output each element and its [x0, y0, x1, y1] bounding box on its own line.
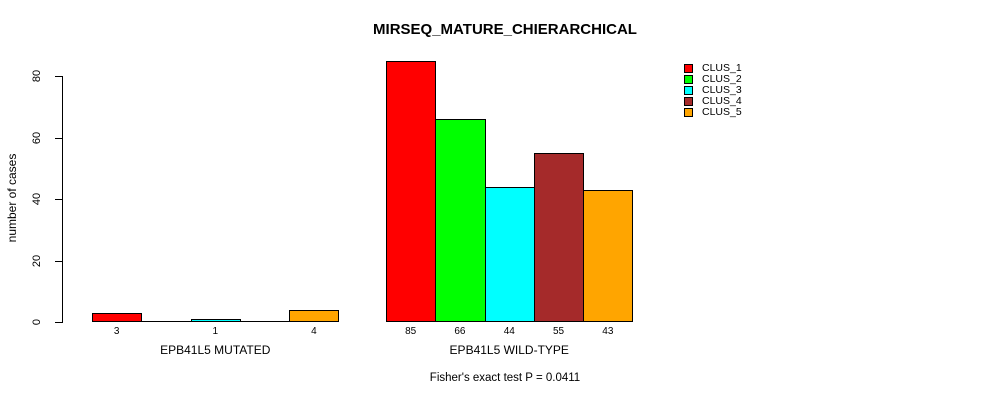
y-axis-tick [55, 261, 62, 262]
bar-value-label: 66 [454, 326, 466, 337]
y-axis-tick-label: 20 [31, 254, 43, 268]
legend-label: CLUS_5 [702, 106, 742, 118]
legend-swatch-clus_2 [684, 75, 693, 84]
bar-clus_1 [386, 61, 437, 322]
legend-swatch-clus_5 [684, 108, 693, 117]
legend-item-clus_2: CLUS_2 [684, 74, 742, 85]
bar-clus_5 [289, 310, 340, 322]
legend-item-clus_1: CLUS_1 [684, 63, 742, 74]
legend-item-clus_3: CLUS_3 [684, 85, 742, 96]
bar-value-label: 1 [212, 326, 219, 337]
y-axis-tick-label: 40 [31, 192, 43, 206]
legend-label: CLUS_3 [702, 84, 742, 96]
y-axis-tick [55, 199, 62, 200]
fisher-test-caption: Fisher's exact test P = 0.0411 [429, 372, 581, 384]
x-group-label: EPB41L5 WILD-TYPE [449, 343, 569, 357]
bar-value-label: 43 [602, 326, 614, 337]
chart-title: MIRSEQ_MATURE_CHIERARCHICAL [373, 21, 637, 38]
y-axis-tick-label: 60 [31, 131, 43, 145]
legend-swatch-clus_3 [684, 86, 693, 95]
legend-label: CLUS_2 [702, 73, 742, 85]
y-axis-tick-label: 0 [31, 318, 43, 326]
x-group-label: EPB41L5 MUTATED [160, 343, 271, 357]
bar-clus_5 [583, 190, 634, 322]
bar-clus_2-zero [141, 321, 192, 322]
y-axis-line [62, 76, 63, 323]
bar-clus_4 [533, 153, 585, 322]
y-axis-title: number of cases [5, 153, 19, 243]
bar-clus_2 [435, 119, 486, 322]
bar-clus_3 [190, 319, 241, 322]
y-axis-tick [55, 138, 62, 139]
bar-clus_3 [484, 187, 535, 322]
legend-label: CLUS_1 [702, 62, 742, 74]
bar-value-label: 3 [113, 326, 120, 337]
bar-value-label: 44 [503, 326, 515, 337]
bar-value-label: 85 [405, 326, 417, 337]
legend-item-clus_5: CLUS_5 [684, 107, 742, 118]
y-axis-tick-label: 80 [31, 69, 43, 83]
y-axis-tick [55, 322, 62, 323]
bar-clus_1 [92, 313, 143, 322]
y-axis-tick [55, 76, 62, 77]
legend-swatch-clus_4 [684, 97, 693, 106]
legend-item-clus_4: CLUS_4 [684, 96, 742, 107]
bar-value-label: 4 [311, 326, 317, 337]
bar-value-label: 55 [552, 326, 565, 337]
legend-label: CLUS_4 [702, 95, 742, 107]
legend-swatch-clus_1 [684, 64, 693, 73]
bar-clus_4-zero [239, 321, 291, 322]
legend: CLUS_1 CLUS_2 CLUS_3 CLUS_4 CLUS_5 [684, 63, 742, 118]
